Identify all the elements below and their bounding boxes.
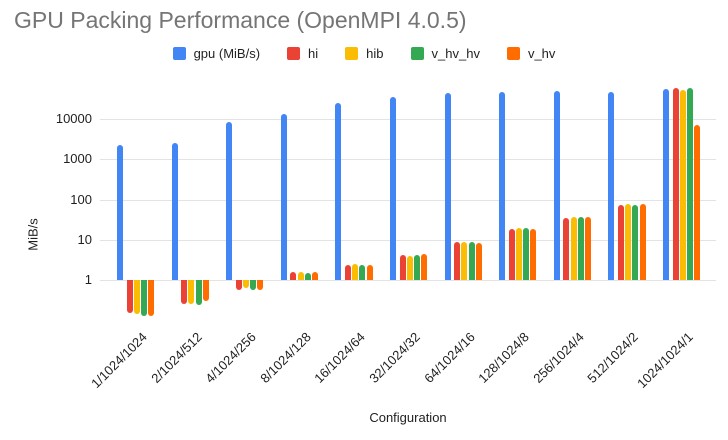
bar-v-hv — [311, 272, 318, 280]
legend-item: hi — [287, 46, 318, 61]
bar-hi — [617, 205, 624, 280]
bar-hi — [399, 254, 406, 280]
bar-v-hv-hv — [686, 87, 693, 280]
legend-label: gpu (MiB/s) — [193, 46, 261, 61]
bar-hi — [563, 217, 570, 280]
bar-v-hv — [202, 280, 209, 302]
bar-v-hv — [475, 242, 482, 280]
bar-v-hv — [366, 264, 373, 280]
y-axis-tick-label: 100 — [70, 191, 92, 207]
bar-gpu-mib-s- — [553, 90, 560, 280]
bar-gpu-mib-s- — [608, 91, 615, 280]
bar-hib — [515, 227, 522, 280]
bar-v-hv — [530, 228, 537, 280]
bar-gpu-mib-s- — [663, 89, 669, 280]
bar-gpu-mib-s- — [444, 92, 451, 280]
bar-hib — [242, 280, 249, 289]
bar-v-hv-hv — [140, 280, 147, 316]
bar-v-hv — [257, 280, 264, 291]
legend-item: v_hv_hv — [410, 46, 480, 61]
bar-hib — [352, 263, 359, 280]
legend-item: gpu (MiB/s) — [172, 46, 261, 61]
bar-hib — [188, 280, 195, 305]
x-axis-title: Configuration — [369, 410, 447, 425]
y-axis-tick-label: 10 — [77, 231, 92, 247]
legend-swatch — [287, 47, 301, 60]
bar-v-hv-hv — [413, 255, 420, 280]
bar-hi — [672, 88, 679, 280]
legend-label: hi — [308, 46, 319, 61]
legend-swatch — [172, 47, 186, 60]
legend-label: v_hv — [527, 46, 556, 61]
bar-v-hv-hv — [359, 265, 366, 280]
bar-gpu-mib-s- — [390, 96, 396, 280]
bar-gpu-mib-s- — [117, 145, 123, 280]
chart-legend: gpu (MiB/s) hi hib v_hv_hv v_hv — [0, 46, 728, 61]
legend-label: hib — [366, 46, 384, 61]
gridline — [100, 119, 716, 120]
bar-v-hv-hv — [195, 280, 202, 305]
bar-gpu-mib-s- — [171, 142, 178, 280]
legend-swatch — [345, 47, 359, 60]
bar-hi — [508, 228, 515, 280]
legend-item: hib — [345, 46, 384, 61]
bar-gpu-mib-s- — [499, 91, 506, 280]
legend-item: v_hv — [506, 46, 556, 61]
bar-v-hv — [639, 204, 646, 280]
y-axis-title: MiB/s — [25, 218, 41, 251]
bar-v-hv-hv — [523, 228, 530, 280]
bar-hib — [461, 242, 468, 280]
legend-swatch — [506, 47, 520, 60]
y-axis-tick-label: 1 — [84, 272, 92, 287]
bar-hib — [297, 271, 304, 280]
bar-hib — [133, 280, 140, 315]
bar-v-hv-hv — [632, 205, 639, 280]
bar-v-hv — [584, 216, 591, 280]
bar-v-hv-hv — [304, 272, 311, 280]
gridline — [100, 159, 716, 161]
bar-gpu-mib-s- — [226, 122, 233, 280]
y-axis-tick-label: 10000 — [55, 111, 92, 126]
bar-gpu-mib-s- — [280, 114, 287, 280]
bar-hib — [679, 89, 686, 280]
bar-hib — [570, 216, 577, 280]
chart-title: GPU Packing Performance (OpenMPI 4.0.5) — [14, 7, 467, 33]
bar-v-hv — [148, 280, 155, 316]
bar-v-hv-hv — [468, 241, 475, 280]
bar-v-hv — [421, 254, 428, 280]
gridline — [100, 239, 716, 241]
bar-gpu-mib-s- — [335, 102, 342, 280]
y-axis-tick-label: 1000 — [63, 151, 92, 167]
gridline — [100, 280, 716, 281]
gridline — [100, 199, 716, 201]
bar-hib — [406, 255, 413, 280]
bar-hi — [344, 264, 351, 280]
bar-hib — [625, 204, 632, 280]
bar-hi — [290, 271, 297, 280]
bar-hi — [126, 280, 133, 314]
bar-v-hv-hv — [577, 217, 584, 280]
bar-hi — [454, 241, 461, 280]
bar-hi — [235, 280, 242, 290]
bar-hi — [181, 280, 188, 304]
bar-v-hv — [694, 125, 701, 280]
legend-label: v_hv_hv — [431, 46, 480, 61]
bar-v-hv-hv — [250, 280, 257, 290]
legend-swatch — [410, 47, 424, 60]
